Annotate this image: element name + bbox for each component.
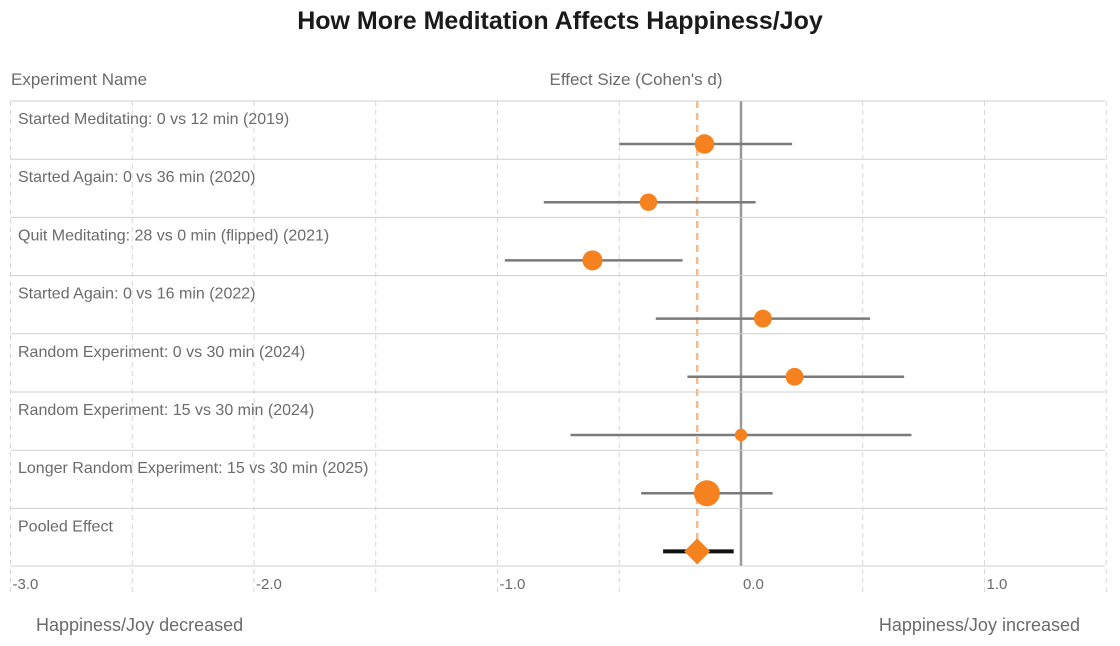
x-tick-label: 0.0 [743,576,764,593]
study-label: Started Again: 0 vs 16 min (2022) [18,286,255,303]
left-direction-label: Happiness/Joy decreased [36,615,243,635]
study-label: Random Experiment: 0 vs 30 min (2024) [18,344,305,361]
effect-point [639,193,658,211]
row-separators [11,100,1105,567]
study-label: Started Again: 0 vs 36 min (2020) [18,169,255,186]
effect-point [734,428,748,442]
column-header: Experiment Name [11,70,147,89]
study-label: Started Meditating: 0 vs 12 min (2019) [18,111,289,128]
pooled-label: Pooled Effect [18,518,113,535]
study-label: Random Experiment: 15 vs 30 min (2024) [18,402,314,419]
pooled-effect-diamond [684,538,711,565]
x-tick-label: -3.0 [13,576,39,593]
right-direction-label: Happiness/Joy increased [879,615,1080,635]
effect-point [582,250,603,271]
chart-title: How More Meditation Affects Happiness/Jo… [297,7,823,35]
x-axis-label: Effect Size (Cohen's d) [549,70,722,89]
x-tick-label: 1.0 [987,576,1008,593]
x-axis-ticks: -3.0 -2.0 -1.0 0.0 1.0 [13,576,1008,593]
effect-point [785,367,804,386]
x-tick-label: -2.0 [256,576,282,593]
effect-point [693,480,720,507]
study-label: Quit Meditating: 28 vs 0 min (flipped) (… [18,227,329,244]
effect-point [694,134,715,154]
effect-point [753,309,772,328]
study-label: Longer Random Experiment: 15 vs 30 min (… [18,460,368,477]
plot-marks: Started Meditating: 0 vs 12 min (2019) St… [18,111,912,565]
x-tick-label: -1.0 [500,576,526,593]
